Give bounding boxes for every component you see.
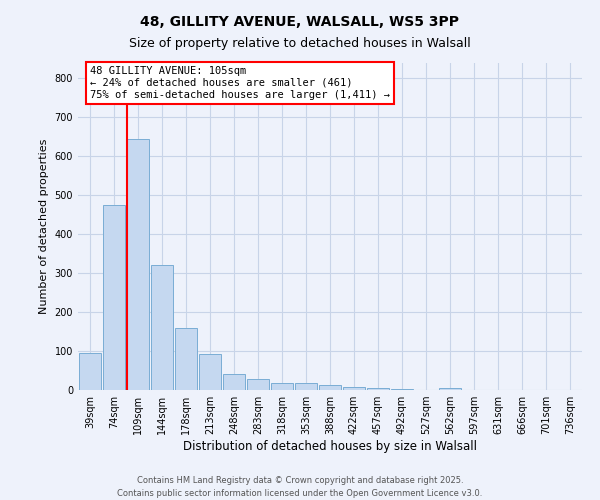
- Bar: [367, 388, 389, 390]
- Bar: [247, 380, 269, 390]
- Bar: [223, 374, 245, 390]
- Bar: [295, 384, 317, 390]
- Text: 48 GILLITY AVENUE: 105sqm
← 24% of detached houses are smaller (461)
75% of semi: 48 GILLITY AVENUE: 105sqm ← 24% of detac…: [90, 66, 390, 100]
- Bar: [175, 328, 197, 390]
- Text: 48, GILLITY AVENUE, WALSALL, WS5 3PP: 48, GILLITY AVENUE, WALSALL, WS5 3PP: [140, 15, 460, 29]
- Text: Size of property relative to detached houses in Walsall: Size of property relative to detached ho…: [129, 38, 471, 51]
- Bar: [271, 384, 293, 390]
- Bar: [127, 138, 149, 390]
- Bar: [79, 353, 101, 390]
- Bar: [319, 385, 341, 390]
- Bar: [439, 388, 461, 390]
- X-axis label: Distribution of detached houses by size in Walsall: Distribution of detached houses by size …: [183, 440, 477, 453]
- Bar: [343, 388, 365, 390]
- Bar: [199, 354, 221, 390]
- Y-axis label: Number of detached properties: Number of detached properties: [39, 138, 49, 314]
- Bar: [391, 389, 413, 390]
- Bar: [103, 205, 125, 390]
- Bar: [151, 265, 173, 390]
- Text: Contains HM Land Registry data © Crown copyright and database right 2025.
Contai: Contains HM Land Registry data © Crown c…: [118, 476, 482, 498]
